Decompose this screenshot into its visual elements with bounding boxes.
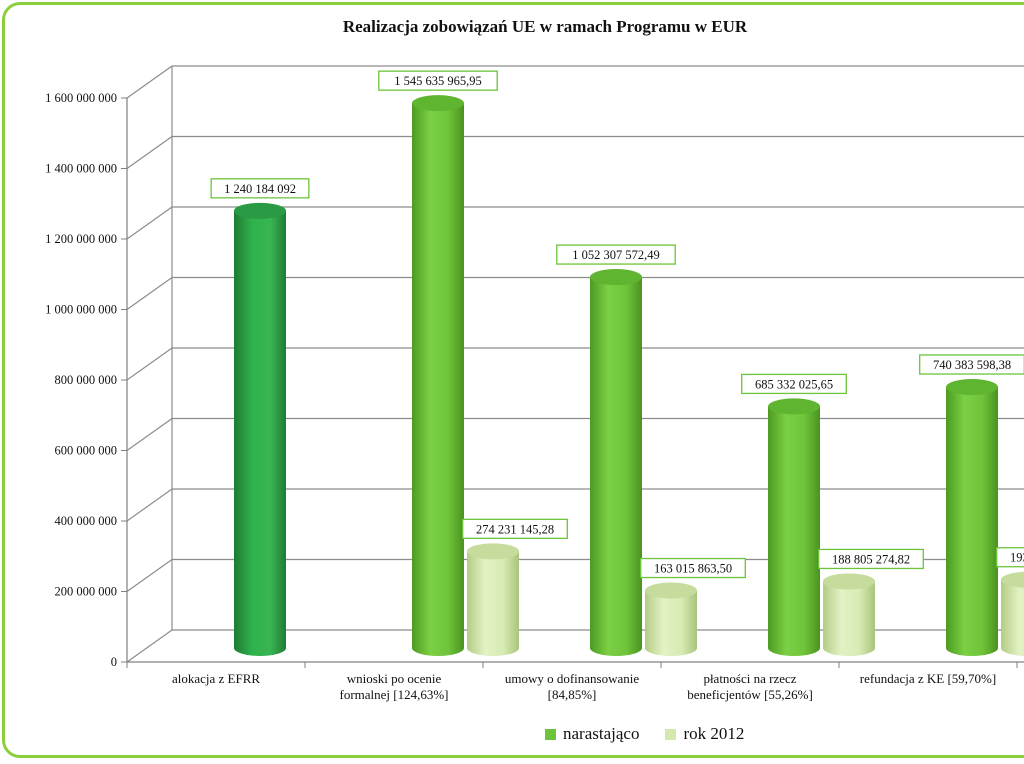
- category-label: formalnej [124,63%]: [339, 687, 448, 702]
- bar-body: [467, 551, 519, 656]
- bar-body: [412, 103, 464, 656]
- bar-top: [823, 573, 875, 590]
- bar-top: [590, 269, 642, 286]
- data-label-box: [210, 178, 310, 199]
- bar-body: [823, 581, 875, 656]
- category-labels: alokacja z EFRR wnioski po ocenieformalne…: [172, 671, 996, 702]
- legend-item-cumulative: narastająco: [545, 724, 639, 744]
- legend-label-year: rok 2012: [683, 724, 745, 743]
- grid-diagonal: [126, 206, 173, 240]
- data-label-box: [741, 373, 847, 395]
- data-label: 193 651 799,93: [1010, 551, 1024, 565]
- chart-title: Realizacja zobowiązań UE w ramach Progra…: [342, 17, 748, 36]
- grid-diagonal: [126, 488, 173, 522]
- bar-cumulative-1: [412, 95, 464, 656]
- bar-cumulative-2: [590, 269, 642, 656]
- category-label: umowy o dofinansowanie: [505, 671, 640, 686]
- legend-item-year: rok 2012: [665, 724, 744, 744]
- bar-year-1: [467, 543, 519, 656]
- data-label-box: [818, 548, 924, 570]
- data-label: 1 545 635 965,95: [394, 74, 482, 88]
- axes: 0 200 000 000 400 000 000 600 000 000 800 00…: [45, 91, 1024, 669]
- legend-swatch-cumulative: [545, 728, 556, 740]
- bar-body: [590, 277, 642, 656]
- legend-swatch-year: [665, 728, 677, 740]
- category-label: wnioski po ocenie: [347, 671, 442, 686]
- bar-body: [645, 590, 697, 656]
- bar-cumulative-3: [768, 398, 820, 656]
- data-label: 274 231 145,28: [476, 522, 554, 536]
- data-label: 685 332 025,65: [755, 377, 833, 391]
- data-label: 188 805 274,82: [832, 552, 910, 566]
- bar-top: [1001, 571, 1024, 588]
- data-label-box: [378, 70, 498, 91]
- grid-diagonal: [126, 347, 173, 381]
- bar-body: [946, 387, 998, 656]
- data-label-box: [640, 557, 746, 579]
- y-tick-label: 1 400 000 000: [45, 162, 117, 176]
- data-label: 1 240 184 092: [224, 182, 296, 196]
- bar-top: [467, 543, 519, 560]
- bar-top: [645, 582, 697, 599]
- y-tick-label: 200 000 000: [55, 585, 118, 599]
- category-label: [84,85%]: [548, 687, 597, 702]
- data-label: 163 015 863,50: [654, 562, 732, 576]
- data-label-box: [919, 354, 1024, 375]
- grid-diagonal: [126, 418, 173, 451]
- category-label: płatności na rzecz: [703, 671, 796, 686]
- bar-year-3: [823, 573, 875, 656]
- data-label-box: [556, 244, 676, 265]
- bars: [234, 95, 1024, 656]
- category-label: alokacja z EFRR: [172, 671, 260, 686]
- category-label: refundacja z KE [59,70%]: [860, 671, 996, 686]
- grid-diagonal: [126, 136, 173, 169]
- data-label-box: [996, 547, 1024, 568]
- grid-diagonal: [126, 65, 173, 99]
- bar-year-2: [645, 582, 697, 656]
- y-tick-label: 0: [111, 655, 117, 669]
- bar-top: [412, 95, 464, 112]
- y-tick-label: 1 000 000 000: [45, 303, 117, 317]
- data-label: 1 052 307 572,49: [572, 248, 660, 262]
- bar-year-4: [1001, 571, 1024, 656]
- y-tick-label: 600 000 000: [55, 444, 118, 458]
- grid-diagonal: [126, 277, 173, 310]
- grid-diagonal: [126, 559, 173, 592]
- bar-cumulative-4: [946, 379, 998, 656]
- y-tick-label: 1 600 000 000: [45, 91, 117, 105]
- y-tick-label: 800 000 000: [55, 373, 118, 387]
- data-label: 740 383 598,38: [933, 358, 1011, 372]
- legend: narastająco rok 2012: [545, 724, 770, 744]
- bar-top: [768, 398, 820, 415]
- category-label: beneficjentów [55,26%]: [687, 687, 813, 702]
- data-label-box: [462, 518, 568, 539]
- bar-body: [1001, 579, 1024, 656]
- legend-label-cumulative: narastająco: [563, 724, 640, 743]
- bar-body: [234, 210, 286, 656]
- bar-body: [768, 406, 820, 656]
- y-tick-label: 1 200 000 000: [45, 232, 117, 246]
- bar-top: [234, 202, 286, 219]
- bar-top: [946, 379, 998, 396]
- data-labels: 1 240 184 092 1 545 635 965,95 274 231 145…: [210, 70, 1024, 579]
- y-tick-label: 400 000 000: [55, 514, 118, 528]
- bar-cumulative-0: [234, 202, 286, 656]
- grid-diagonal: [126, 629, 173, 663]
